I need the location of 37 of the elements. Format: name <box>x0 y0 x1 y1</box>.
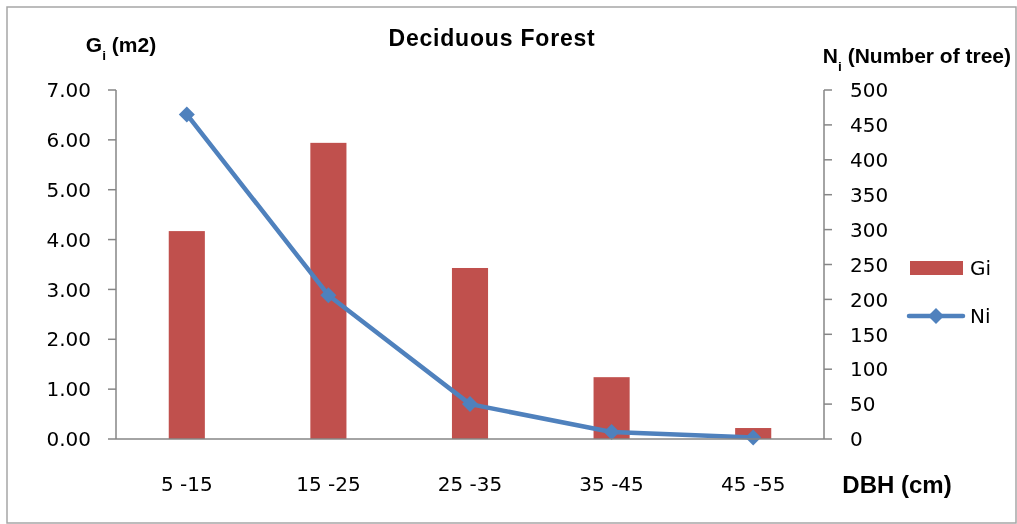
chart-title: Deciduous Forest <box>388 25 596 51</box>
y2-tick-label: 250 <box>850 252 889 277</box>
point <box>178 106 195 123</box>
y2-tick-label: 100 <box>850 357 889 382</box>
y2-tick-label: 300 <box>850 217 889 242</box>
y-tick-label: 3.00 <box>46 277 91 302</box>
bar <box>168 231 205 439</box>
y2-tick-label: 0 <box>850 427 863 452</box>
point <box>320 287 337 304</box>
x-tick-label: 45 -55 <box>720 472 786 497</box>
y2-tick-label: 50 <box>850 392 876 417</box>
y-tick-label: 6.00 <box>46 128 91 153</box>
bar <box>451 267 489 439</box>
y2-tick-label: 500 <box>850 78 889 103</box>
y2-tick-label: 450 <box>850 113 889 138</box>
x-tick-label: 15 -25 <box>296 472 361 497</box>
y2-tick-label: 200 <box>850 287 889 312</box>
y-tick-label: 1.00 <box>46 377 91 402</box>
x-tick-label: 35 -45 <box>579 472 644 497</box>
bar <box>310 142 347 439</box>
y2-axis-title: N$_{i}$ (Number of tree) <box>822 44 1011 74</box>
legend-label: Gi <box>970 256 992 281</box>
y-tick-label: 4.00 <box>46 227 91 252</box>
y-tick-label: 0.00 <box>46 427 91 452</box>
point <box>462 396 478 413</box>
legend-label: Ni <box>970 304 991 329</box>
point <box>603 424 620 441</box>
y2-tick-label: 150 <box>850 322 889 347</box>
x-tick-label: 25 -35 <box>437 472 503 497</box>
x-axis-title: DBH (cm) <box>842 470 952 498</box>
y-tick-label: 7.00 <box>46 78 91 103</box>
y-tick-label: 5.00 <box>46 177 91 202</box>
y2-tick-label: 400 <box>850 148 889 172</box>
y-tick-label: 2.00 <box>46 327 91 352</box>
y2-tick-label: 350 <box>850 182 889 207</box>
y-axis-title: G$_{i}$ (m2) <box>85 33 157 63</box>
x-tick-label: 5 -15 <box>160 472 213 497</box>
